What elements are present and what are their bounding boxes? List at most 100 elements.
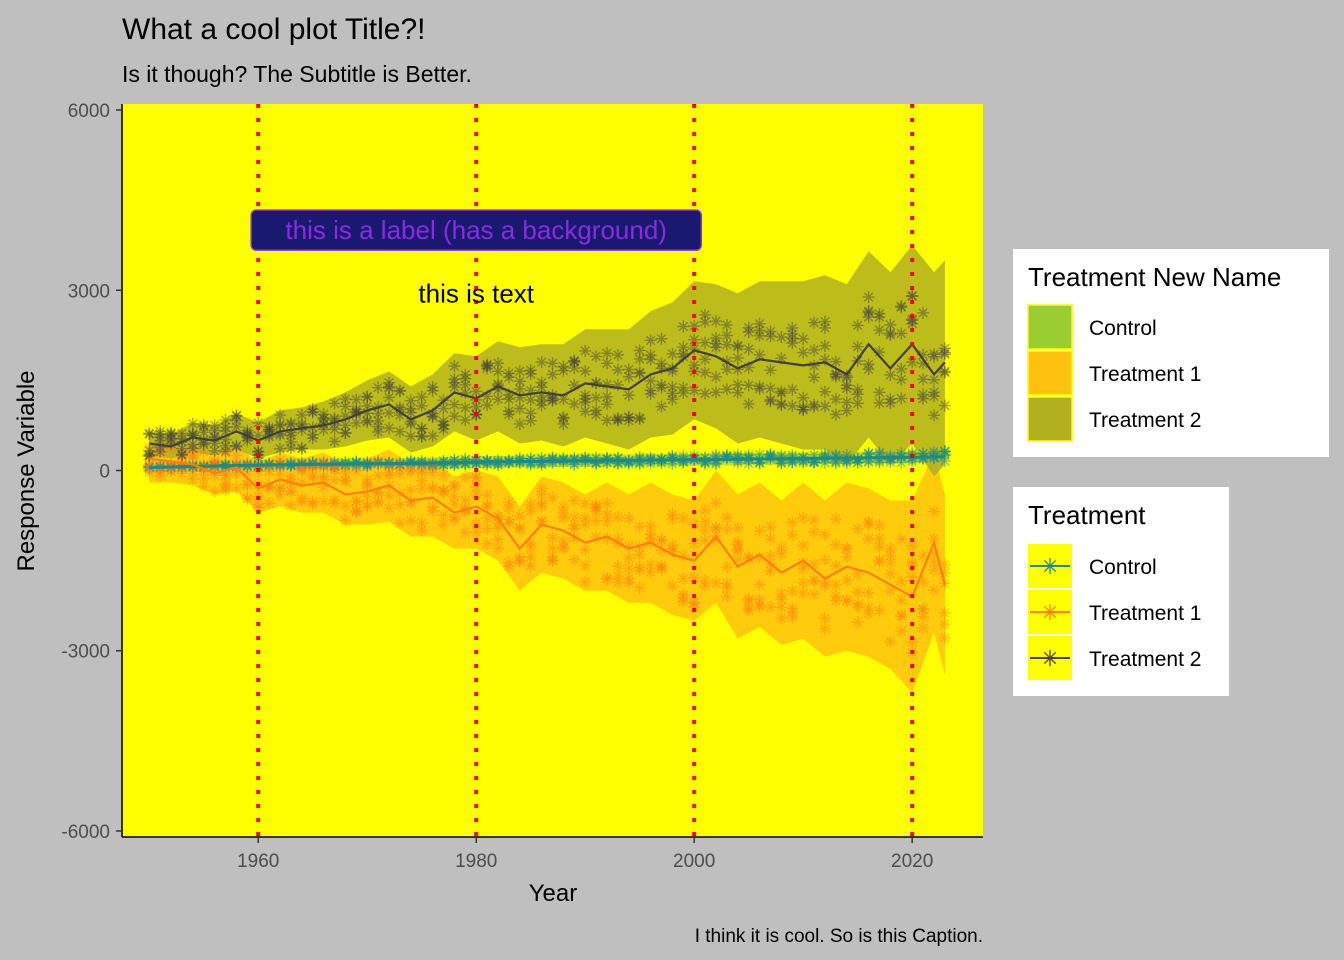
point-treatment-2 (764, 364, 777, 377)
point-treatment-2 (797, 346, 810, 359)
point-treatment-1 (557, 506, 570, 519)
point-treatment-2 (764, 395, 777, 408)
point-treatment-1 (720, 581, 733, 594)
point-treatment-2 (873, 386, 886, 399)
point-treatment-1 (797, 576, 810, 589)
point-treatment-2 (720, 329, 733, 342)
point-treatment-1 (818, 622, 831, 635)
point-treatment-2 (546, 368, 559, 381)
point-treatment-2 (775, 331, 788, 344)
point-treatment-1 (797, 587, 810, 600)
point-treatment-1 (415, 474, 428, 487)
point-treatment-2 (579, 365, 592, 378)
point-treatment-1 (175, 451, 188, 464)
point-treatment-2 (633, 412, 646, 425)
point-treatment-1 (938, 618, 951, 631)
point-treatment-1 (437, 485, 450, 498)
point-treatment-1 (840, 595, 853, 608)
point-treatment-2 (829, 368, 842, 381)
point-treatment-2 (208, 424, 221, 437)
point-treatment-2 (808, 343, 821, 356)
point-treatment-1 (840, 550, 853, 563)
point-treatment-1 (677, 512, 690, 525)
point-treatment-1 (546, 542, 559, 555)
point-treatment-2 (339, 427, 352, 440)
point-treatment-1 (655, 533, 668, 546)
point-treatment-2 (306, 406, 319, 419)
point-treatment-2 (154, 445, 167, 458)
x-ticks: 1960 1980 2000 2020 (237, 837, 933, 872)
point-treatment-1 (219, 480, 232, 493)
point-treatment-2 (851, 383, 864, 396)
annotation-label-box (250, 209, 702, 251)
point-treatment-2 (393, 425, 406, 438)
point-treatment-1 (829, 559, 842, 572)
point-treatment-2 (622, 363, 635, 376)
point-treatment-1 (666, 579, 679, 592)
point-treatment-2 (241, 424, 254, 437)
point-treatment-1 (655, 534, 668, 547)
point-treatment-2 (579, 405, 592, 418)
point-treatment-1 (186, 442, 199, 455)
point-treatment-1 (775, 587, 788, 600)
line-control (149, 455, 945, 469)
point-treatment-1 (753, 524, 766, 537)
point-treatment-1 (546, 491, 559, 504)
point-treatment-1 (568, 494, 581, 507)
point-treatment-2 (470, 400, 483, 413)
point-treatment-1 (655, 563, 668, 576)
point-treatment-2 (492, 393, 505, 406)
point-treatment-1 (873, 604, 886, 617)
point-treatment-1 (568, 522, 581, 535)
point-treatment-1 (557, 511, 570, 524)
point-treatment-1 (851, 586, 864, 599)
point-treatment-1 (895, 593, 908, 606)
point-treatment-1 (492, 533, 505, 546)
point-treatment-1 (284, 485, 297, 498)
point-treatment-1 (895, 575, 908, 588)
point-treatment-1 (208, 485, 221, 498)
point-treatment-1 (884, 542, 897, 555)
point-treatment-2 (350, 393, 363, 406)
point-treatment-2 (513, 402, 526, 415)
point-control (481, 458, 494, 471)
point-treatment-2 (927, 409, 940, 422)
point-treatment-1 (611, 576, 624, 589)
point-treatment-1 (688, 601, 701, 614)
point-treatment-1 (186, 451, 199, 464)
point-treatment-2 (339, 419, 352, 432)
point-treatment-1 (873, 554, 886, 567)
point-treatment-2 (622, 414, 635, 427)
point-treatment-2 (611, 348, 624, 361)
point-treatment-1 (154, 470, 167, 483)
point-treatment-1 (263, 481, 276, 494)
point-treatment-2 (753, 324, 766, 337)
point-treatment-1 (797, 539, 810, 552)
point-treatment-1 (742, 602, 755, 615)
point-treatment-1 (513, 509, 526, 522)
point-treatment-2 (927, 373, 940, 386)
point-treatment-1 (393, 516, 406, 529)
point-treatment-1 (666, 539, 679, 552)
point-treatment-2 (884, 396, 897, 409)
point-treatment-1 (709, 533, 722, 546)
point-treatment-2 (579, 392, 592, 405)
point-treatment-2 (840, 382, 853, 395)
point-treatment-2 (339, 400, 352, 413)
point-treatment-2 (590, 404, 603, 417)
legend-label: Treatment 2 (1089, 648, 1201, 671)
point-treatment-2 (284, 417, 297, 430)
legend-title: Treatment New Name (1028, 262, 1281, 292)
point-control (742, 451, 755, 464)
point-treatment-2 (230, 440, 243, 453)
point-treatment-1 (339, 475, 352, 488)
point-treatment-1 (328, 463, 341, 476)
point-treatment-2 (284, 435, 297, 448)
point-treatment-2 (840, 396, 853, 409)
point-treatment-2 (786, 399, 799, 412)
point-treatment-1 (252, 498, 265, 511)
point-treatment-2 (546, 394, 559, 407)
point-treatment-1 (862, 517, 875, 530)
point-treatment-2 (383, 422, 396, 435)
point-treatment-1 (383, 502, 396, 515)
